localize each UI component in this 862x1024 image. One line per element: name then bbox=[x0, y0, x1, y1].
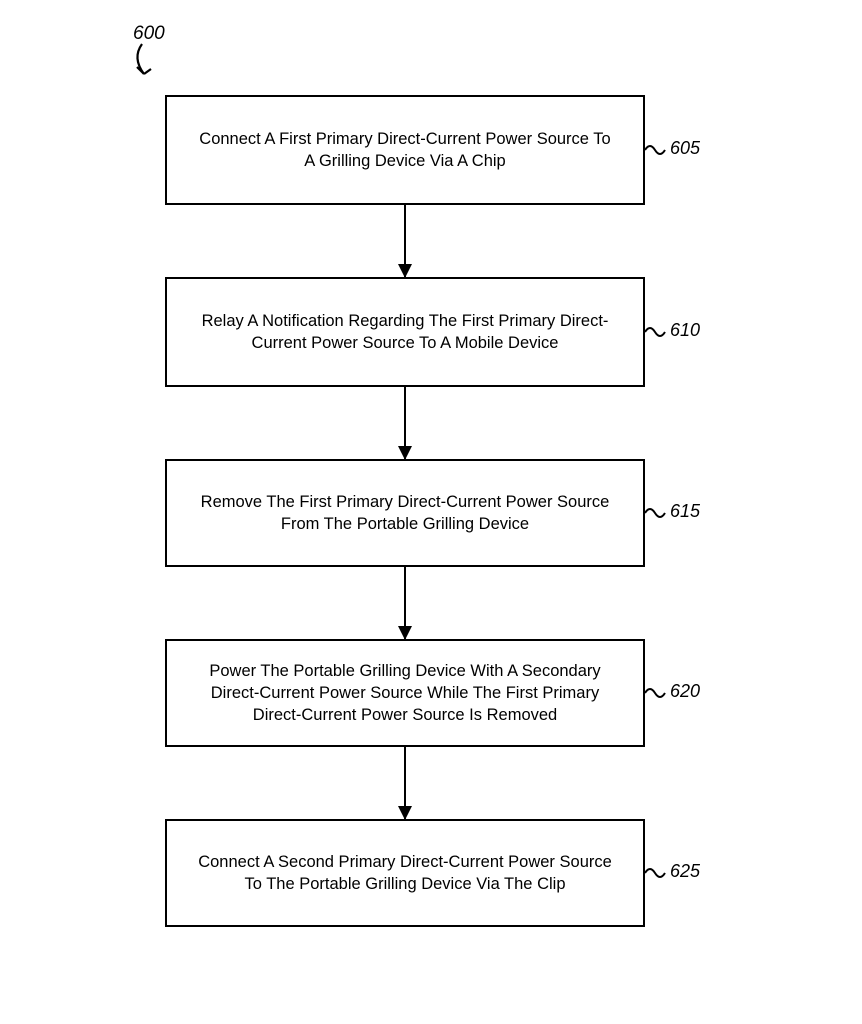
step-box: Connect A First Primary Direct-Current P… bbox=[165, 95, 645, 205]
flowchart-step: Connect A First Primary Direct-Current P… bbox=[165, 95, 665, 205]
arrowhead-icon bbox=[398, 446, 412, 460]
step-reference-label: 620 bbox=[670, 681, 700, 702]
step-reference-label: 615 bbox=[670, 501, 700, 522]
step-reference-label: 605 bbox=[670, 138, 700, 159]
arrowhead-icon bbox=[398, 626, 412, 640]
flowchart-step: Power The Portable Grilling Device With … bbox=[165, 639, 665, 747]
step-box: Relay A Notification Regarding The First… bbox=[165, 277, 645, 387]
arrowhead-icon bbox=[398, 806, 412, 820]
step-box: Remove The First Primary Direct-Current … bbox=[165, 459, 645, 567]
flow-arrow bbox=[165, 567, 645, 639]
step-text: Relay A Notification Regarding The First… bbox=[192, 310, 618, 355]
flowchart-step: Remove The First Primary Direct-Current … bbox=[165, 459, 665, 567]
step-text: Remove The First Primary Direct-Current … bbox=[192, 491, 618, 536]
flowchart-step: Relay A Notification Regarding The First… bbox=[165, 277, 665, 387]
step-reference-label: 610 bbox=[670, 320, 700, 341]
step-text: Connect A First Primary Direct-Current P… bbox=[192, 128, 618, 173]
flow-arrow bbox=[165, 205, 645, 277]
flowchart-step: Connect A Second Primary Direct-Current … bbox=[165, 819, 665, 927]
arrowhead-icon bbox=[398, 264, 412, 278]
step-reference-label: 625 bbox=[670, 861, 700, 882]
step-text: Power The Portable Grilling Device With … bbox=[192, 660, 618, 727]
flow-arrow bbox=[165, 747, 645, 819]
step-text: Connect A Second Primary Direct-Current … bbox=[192, 851, 618, 896]
figure-number-pointer-arrow bbox=[120, 0, 160, 90]
step-box: Connect A Second Primary Direct-Current … bbox=[165, 819, 645, 927]
flowchart-container: Connect A First Primary Direct-Current P… bbox=[165, 95, 665, 927]
step-box: Power The Portable Grilling Device With … bbox=[165, 639, 645, 747]
flow-arrow bbox=[165, 387, 645, 459]
